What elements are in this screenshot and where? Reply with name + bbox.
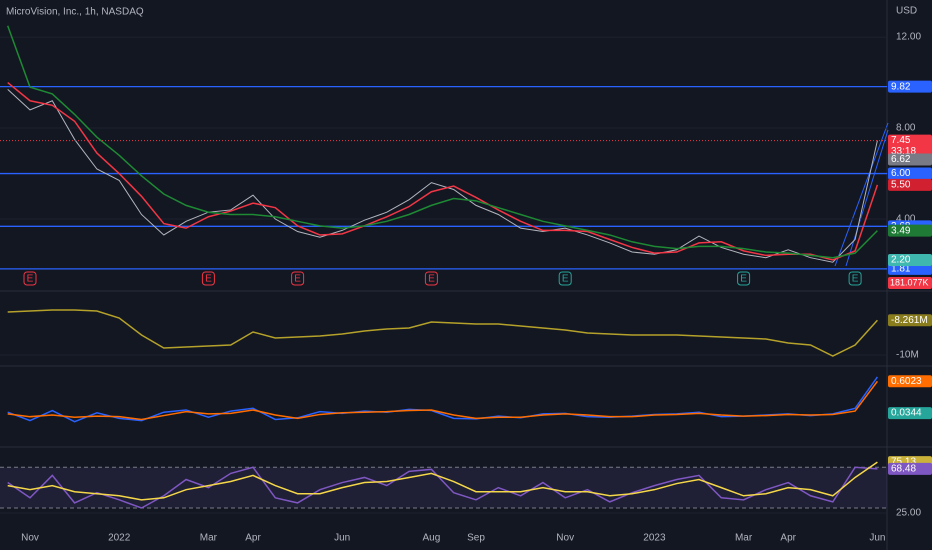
price-badge [888, 167, 932, 180]
x-tick-label: Nov [21, 533, 39, 544]
x-tick-label: Mar [735, 533, 753, 544]
y-tick-label: 4.00 [896, 214, 916, 225]
price-badge-label: 0.6023 [891, 376, 922, 387]
series-line [6, 25, 878, 259]
price-badge [888, 153, 932, 166]
price-badge [888, 314, 932, 327]
earnings-label: E [740, 274, 747, 285]
earnings-marker [23, 271, 37, 286]
x-tick-label: Jun [869, 533, 885, 544]
currency: USD [896, 6, 917, 17]
series-line [7, 466, 878, 509]
x-tick-label: 2023 [643, 533, 666, 544]
price-badge-label: 2.20 [891, 255, 911, 266]
x-tick-label: Aug [423, 533, 441, 544]
y-tick-label: -10M [896, 350, 919, 361]
earnings-label: E [852, 274, 859, 285]
price-badge [888, 80, 932, 93]
y-tick-label: 12.00 [896, 32, 921, 43]
price-badge [888, 407, 932, 420]
price-badge [888, 224, 932, 237]
price-badge-label: 7.45 [891, 135, 911, 146]
price-badge-label: 68.48 [891, 463, 916, 474]
price-badge-label: 5.50 [891, 180, 911, 191]
earnings-label: E [205, 274, 212, 285]
earnings-label: E [562, 274, 569, 285]
trend-line [845, 129, 889, 267]
price-badge-label: 1.81 [891, 263, 911, 274]
x-tick-label: Nov [556, 533, 574, 544]
y-tick-label: 25.00 [896, 508, 921, 519]
earnings-marker [737, 271, 751, 286]
price-badge-label: 75.13 [891, 457, 916, 468]
earnings-label: E [27, 274, 34, 285]
series-line [7, 380, 879, 421]
series-line [7, 81, 879, 261]
series-line [7, 89, 878, 263]
price-badge [888, 178, 932, 191]
series-line [7, 376, 879, 423]
trend-line [834, 122, 889, 267]
rsi-band [0, 467, 887, 508]
price-badge [888, 134, 932, 159]
symbol-title: MicroVision, Inc., 1h, NASDAQ [6, 7, 144, 18]
volume-badge [888, 277, 932, 289]
earnings-marker [558, 271, 572, 286]
earnings-label: E [294, 274, 301, 285]
x-tick-label: Jun [334, 533, 350, 544]
price-badge [888, 462, 932, 475]
price-badge-label: 3.49 [891, 225, 911, 236]
x-tick-label: Apr [780, 533, 796, 544]
earnings-marker [848, 271, 862, 286]
price-badge [888, 253, 932, 266]
y-tick-label: 8.00 [896, 123, 916, 134]
volume-badge-label: 181.077K [890, 277, 929, 287]
price-badge-label: 0.0344 [891, 408, 922, 419]
series-line [7, 461, 878, 501]
price-badge-label: 6.62 [891, 154, 911, 165]
series-line [7, 309, 878, 357]
x-tick-label: 2022 [108, 533, 131, 544]
earnings-marker [201, 271, 215, 286]
earnings-label: E [428, 274, 435, 285]
earnings-marker [291, 271, 305, 286]
price-badge [888, 375, 932, 388]
earnings-marker [424, 271, 438, 286]
price-badge-label: 9.82 [891, 81, 911, 92]
price-badge-label: -8.261M [891, 315, 928, 326]
x-tick-label: Apr [245, 533, 261, 544]
x-tick-label: Sep [467, 533, 485, 544]
x-tick-label: Mar [200, 533, 218, 544]
price-badge-label: 6.00 [891, 168, 911, 179]
countdown: 33:18 [891, 146, 916, 157]
